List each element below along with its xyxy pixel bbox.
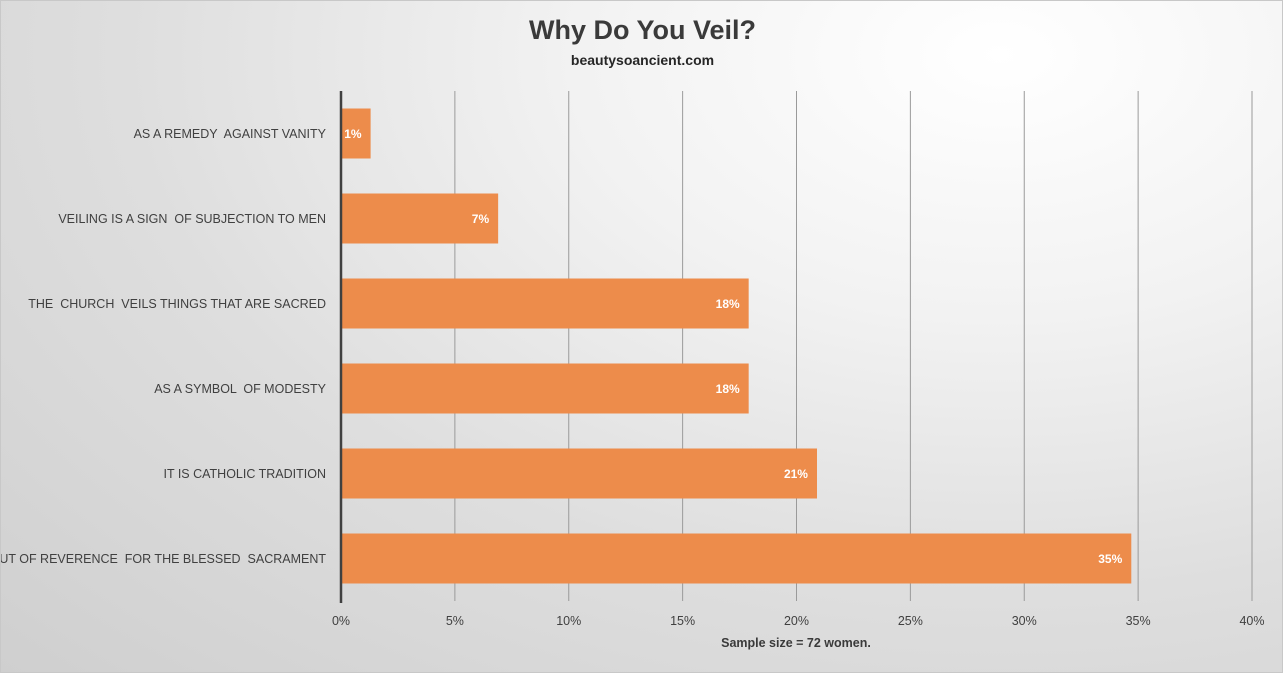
data-label-0: 1% (344, 127, 362, 141)
data-label-1: 7% (472, 212, 490, 226)
data-label-4: 21% (784, 467, 808, 481)
bar-2 (341, 278, 749, 329)
x-tick-label-1: 5% (446, 614, 464, 628)
x-tick-label-6: 30% (1012, 614, 1037, 628)
chart-subtitle: beautysoancient.com (570, 52, 715, 68)
bar-0 (341, 108, 371, 159)
x-tick-label-0: 0% (332, 614, 350, 628)
x-tick-label-3: 15% (670, 614, 695, 628)
data-label-2: 18% (716, 297, 740, 311)
bar-3 (341, 363, 749, 414)
category-label-0: AS A REMEDY AGAINST VANITY (134, 127, 327, 141)
bar-1 (341, 193, 499, 244)
data-label-3: 18% (716, 382, 740, 396)
bar-4 (341, 448, 817, 499)
sample-size-note: Sample size = 72 women. (721, 636, 871, 650)
category-label-3: AS A SYMBOL OF MODESTY (154, 382, 326, 396)
chart-title: Why Do You Veil? (528, 15, 757, 45)
category-label-5: OUT OF REVERENCE FOR THE BLESSED SACRAME… (1, 552, 326, 566)
category-label-1: VEILING IS A SIGN OF SUBJECTION TO MEN (58, 212, 326, 226)
bar-5 (341, 533, 1132, 584)
x-tick-label-7: 35% (1126, 614, 1151, 628)
data-label-5: 35% (1098, 552, 1122, 566)
x-tick-label-4: 20% (784, 614, 809, 628)
x-tick-label-2: 10% (556, 614, 581, 628)
category-label-4: IT IS CATHOLIC TRADITION (163, 467, 326, 481)
x-tick-label-5: 25% (898, 614, 923, 628)
category-label-2: THE CHURCH VEILS THINGS THAT ARE SACRED (28, 297, 326, 311)
x-tick-label-8: 40% (1239, 614, 1264, 628)
